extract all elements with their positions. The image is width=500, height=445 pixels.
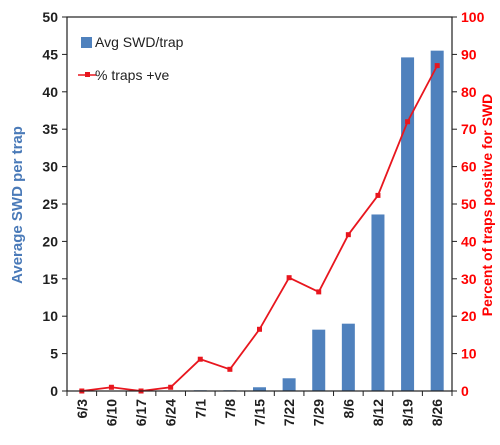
y-right-tick-label: 0: [461, 383, 469, 399]
legend-line-label: % traps +ve: [95, 67, 170, 83]
y-right-tick-label: 40: [461, 233, 477, 249]
x-tick-label: 8/19: [400, 399, 416, 426]
bar-series: [193, 50, 444, 391]
legend-line-marker: [85, 72, 90, 77]
line-point: [108, 384, 114, 390]
line-point: [257, 326, 262, 332]
y-right-tick-label: 100: [461, 9, 485, 25]
x-tick-label: 6/17: [133, 399, 149, 426]
axes: 0 5 10 15 20 25 30 35 40 45 50 0 10 20 30 40 50 60 70 80 90 1…: [42, 9, 484, 426]
line-point: [227, 366, 233, 372]
y-axis-right-label: Percent of traps positive for SWD: [479, 94, 495, 316]
y-left-tick-label: 25: [42, 196, 58, 212]
x-tick-label: 6/10: [103, 399, 119, 426]
x-tick-label: 8/26: [429, 399, 445, 426]
line-point: [434, 63, 440, 69]
y-left-tick-label: 45: [42, 46, 58, 62]
line-series: [79, 63, 440, 394]
legend-bar-label: Avg SWD/trap: [95, 34, 184, 50]
line-point: [345, 232, 351, 238]
y-axis-left-label: Average SWD per trap: [9, 126, 26, 284]
x-tick-label: 6/24: [163, 399, 179, 426]
bar: [253, 387, 266, 391]
line-point: [197, 356, 203, 362]
line-point: [405, 119, 411, 125]
line-point: [316, 289, 322, 295]
line-point: [168, 384, 174, 390]
y-left-tick-label: 35: [42, 121, 58, 137]
y-left-tick-label: 15: [42, 271, 58, 287]
y-right-tick-label: 20: [461, 308, 477, 324]
x-tick-label: 6/3: [74, 399, 90, 419]
y-right-tick-label: 60: [461, 159, 477, 175]
bar: [371, 214, 385, 391]
bar: [282, 378, 296, 391]
y-left-tick-label: 5: [50, 346, 58, 362]
y-right-tick-label: 80: [461, 84, 477, 100]
bar: [401, 57, 415, 391]
x-tick-label: 7/1: [192, 399, 208, 419]
bar: [430, 50, 444, 391]
y-left-tick-label: 50: [42, 9, 58, 25]
y-right-tick-label: 10: [461, 346, 477, 362]
bar: [312, 329, 326, 391]
x-tick-label: 7/29: [311, 399, 327, 426]
y-right-tick-label: 30: [461, 271, 477, 287]
line-point: [286, 275, 292, 281]
y-right-tick-label: 70: [461, 121, 477, 137]
bar: [341, 323, 355, 391]
x-tick-label: 8/6: [340, 399, 356, 419]
legend: Avg SWD/trap % traps +ve: [78, 34, 184, 83]
y-left-tick-label: 40: [42, 84, 58, 100]
line-point: [375, 192, 381, 198]
y-left-tick-label: 30: [42, 159, 58, 175]
y-left-tick-label: 20: [42, 233, 58, 249]
x-tick-label: 7/8: [222, 399, 238, 419]
y-left-tick-label: 0: [50, 383, 58, 399]
y-right-tick-label: 50: [461, 196, 477, 212]
x-tick-label: 8/12: [370, 399, 386, 426]
y-right-tick-label: 90: [461, 46, 477, 62]
x-tick-label: 7/22: [281, 399, 297, 426]
x-tick-label: 7/15: [252, 399, 268, 426]
y-left-tick-label: 10: [42, 308, 58, 324]
legend-bar-swatch: [81, 37, 92, 48]
